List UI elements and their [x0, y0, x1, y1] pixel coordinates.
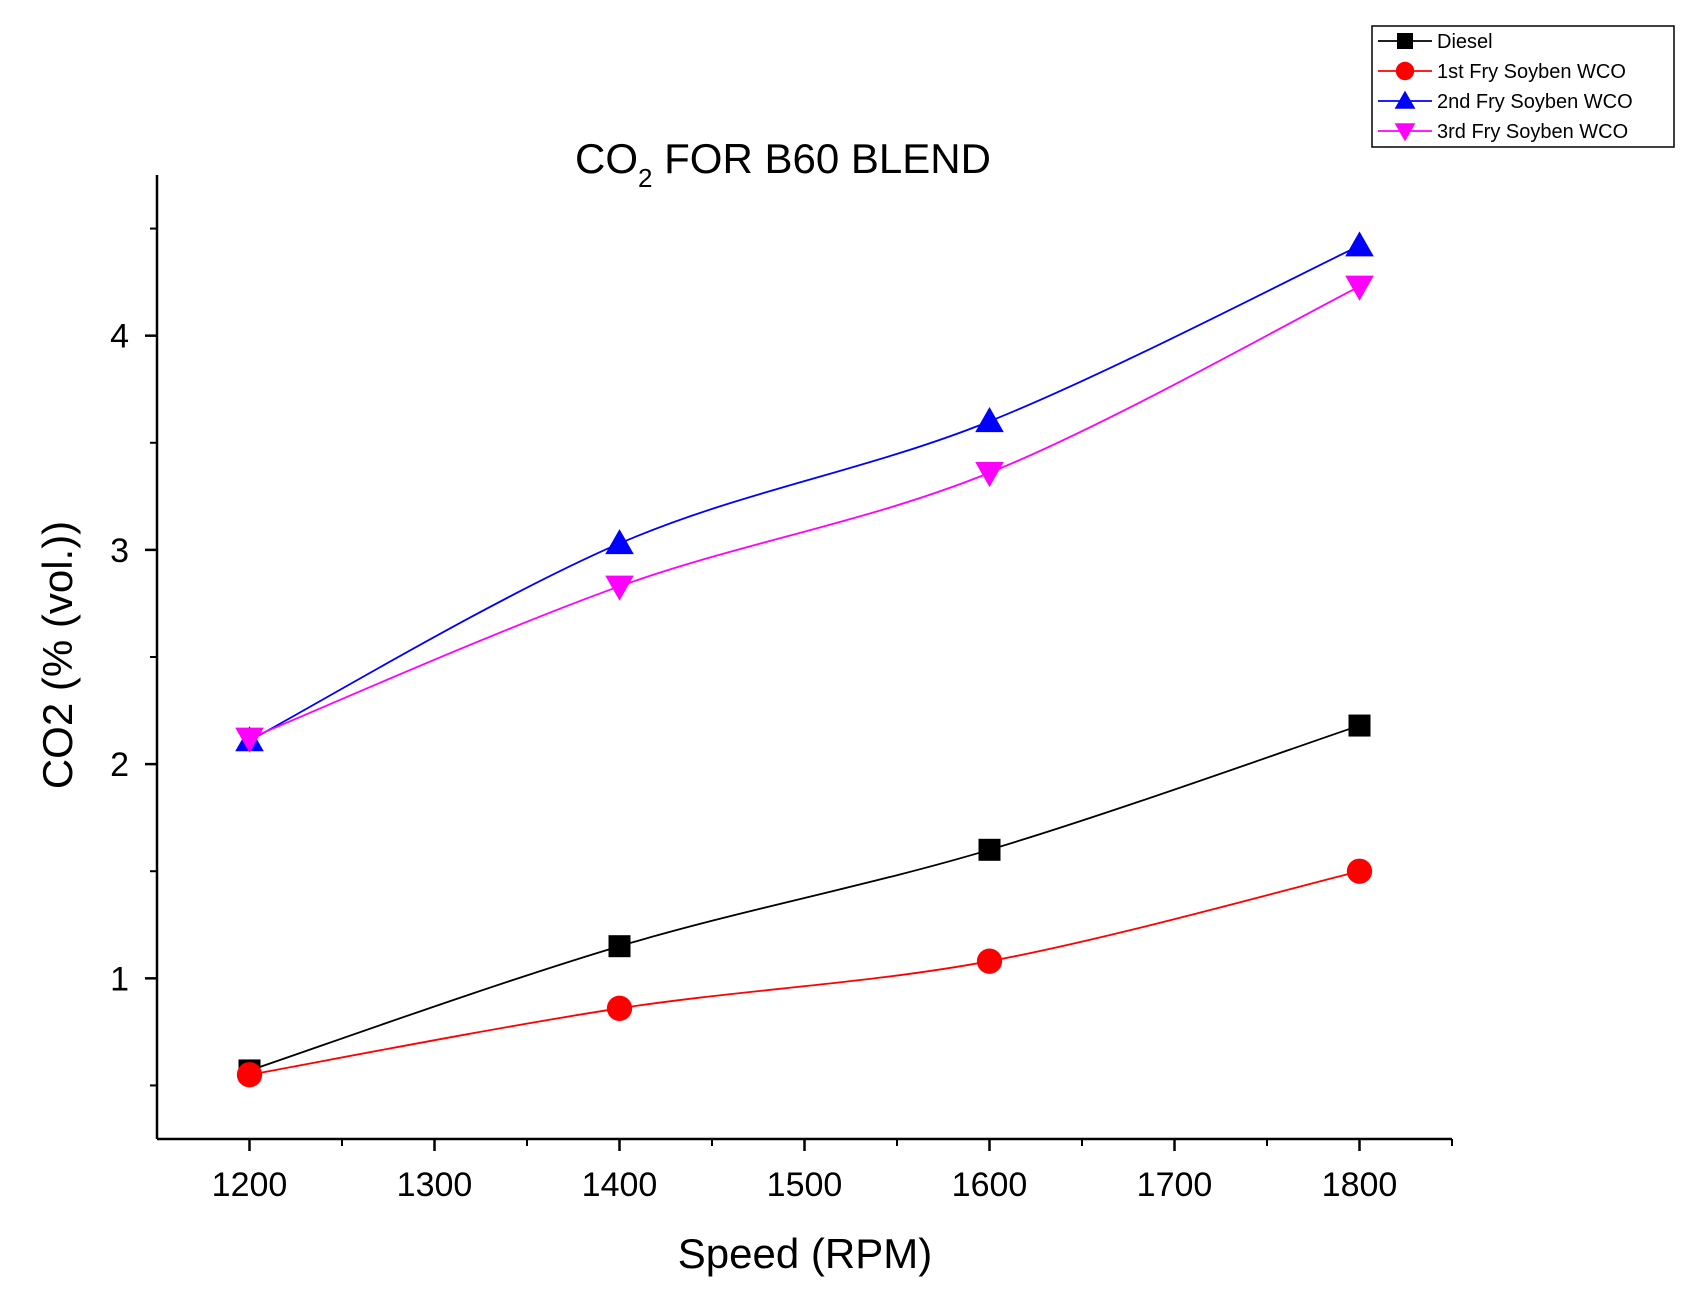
- y-tick-label: 3: [110, 532, 129, 570]
- series-line: [249, 285, 1360, 740]
- legend-marker: [1397, 33, 1413, 49]
- y-tick-label: 4: [110, 318, 129, 356]
- x-tick-label: 1800: [1322, 1166, 1398, 1204]
- x-tick-label: 1600: [952, 1166, 1028, 1204]
- series-layer: [235, 231, 1374, 1088]
- legend-marker: [1395, 61, 1415, 81]
- x-tick-label: 1200: [212, 1166, 288, 1204]
- data-point: [1345, 231, 1374, 257]
- data-point: [975, 462, 1004, 488]
- legend-entry: 2nd Fry Soyben WCO: [1378, 90, 1633, 113]
- legend-label: 3rd Fry Soyben WCO: [1437, 121, 1628, 143]
- series-1: [238, 714, 1371, 1082]
- data-point: [235, 727, 264, 753]
- x-axis-ticks: 1200 1300 1400 1500 1600 1700 1800: [212, 1139, 1453, 1204]
- data-point: [236, 1062, 263, 1088]
- legend-entry: Diesel: [1378, 31, 1493, 53]
- chart-title-rest: FOR B60 BLEND: [652, 135, 990, 182]
- data-point: [1346, 858, 1373, 884]
- legend: Diesel 1st Fry Soyben WCO 2nd Fry Soyben W…: [1371, 25, 1675, 148]
- legend-marker: [1394, 90, 1416, 109]
- legend-box: [1371, 25, 1675, 148]
- x-tick-label: 1400: [582, 1166, 658, 1204]
- x-axis-title: Speed (RPM): [678, 1230, 932, 1277]
- data-point: [605, 529, 634, 555]
- series-3: [235, 231, 1374, 752]
- data-point: [1348, 714, 1371, 737]
- series-4: [235, 275, 1374, 753]
- chart-title-main: CO: [575, 135, 638, 182]
- legend-label: 2nd Fry Soyben WCO: [1437, 91, 1633, 113]
- data-point: [605, 575, 634, 601]
- legend-entry: 1st Fry Soyben WCO: [1378, 61, 1626, 83]
- legend-label: Diesel: [1437, 31, 1493, 53]
- y-tick-label: 1: [110, 960, 129, 998]
- legend-label: 1st Fry Soyben WCO: [1437, 61, 1626, 83]
- x-tick-label: 1700: [1137, 1166, 1213, 1204]
- chart-title: CO2 FOR B60 BLEND: [575, 135, 991, 193]
- data-point: [978, 838, 1001, 861]
- legend-marker: [1394, 123, 1416, 142]
- data-point: [976, 948, 1003, 974]
- series-2: [236, 858, 1373, 1088]
- data-point: [975, 407, 1004, 433]
- data-point: [606, 995, 633, 1021]
- x-tick-label: 1300: [397, 1166, 473, 1204]
- y-tick-label: 2: [110, 746, 129, 784]
- series-line: [249, 870, 1360, 1076]
- data-point: [608, 935, 631, 958]
- legend-entry: 3rd Fry Soyben WCO: [1378, 121, 1628, 143]
- series-line: [249, 724, 1360, 1072]
- x-tick-label: 1500: [767, 1166, 843, 1204]
- chart-title-subscript: 2: [638, 163, 652, 193]
- y-axis-title: CO2 (% (vol.)): [34, 521, 81, 789]
- series-line: [249, 244, 1360, 742]
- y-axis-ticks: 1 2 3 4: [110, 227, 157, 1087]
- data-point: [1345, 275, 1374, 301]
